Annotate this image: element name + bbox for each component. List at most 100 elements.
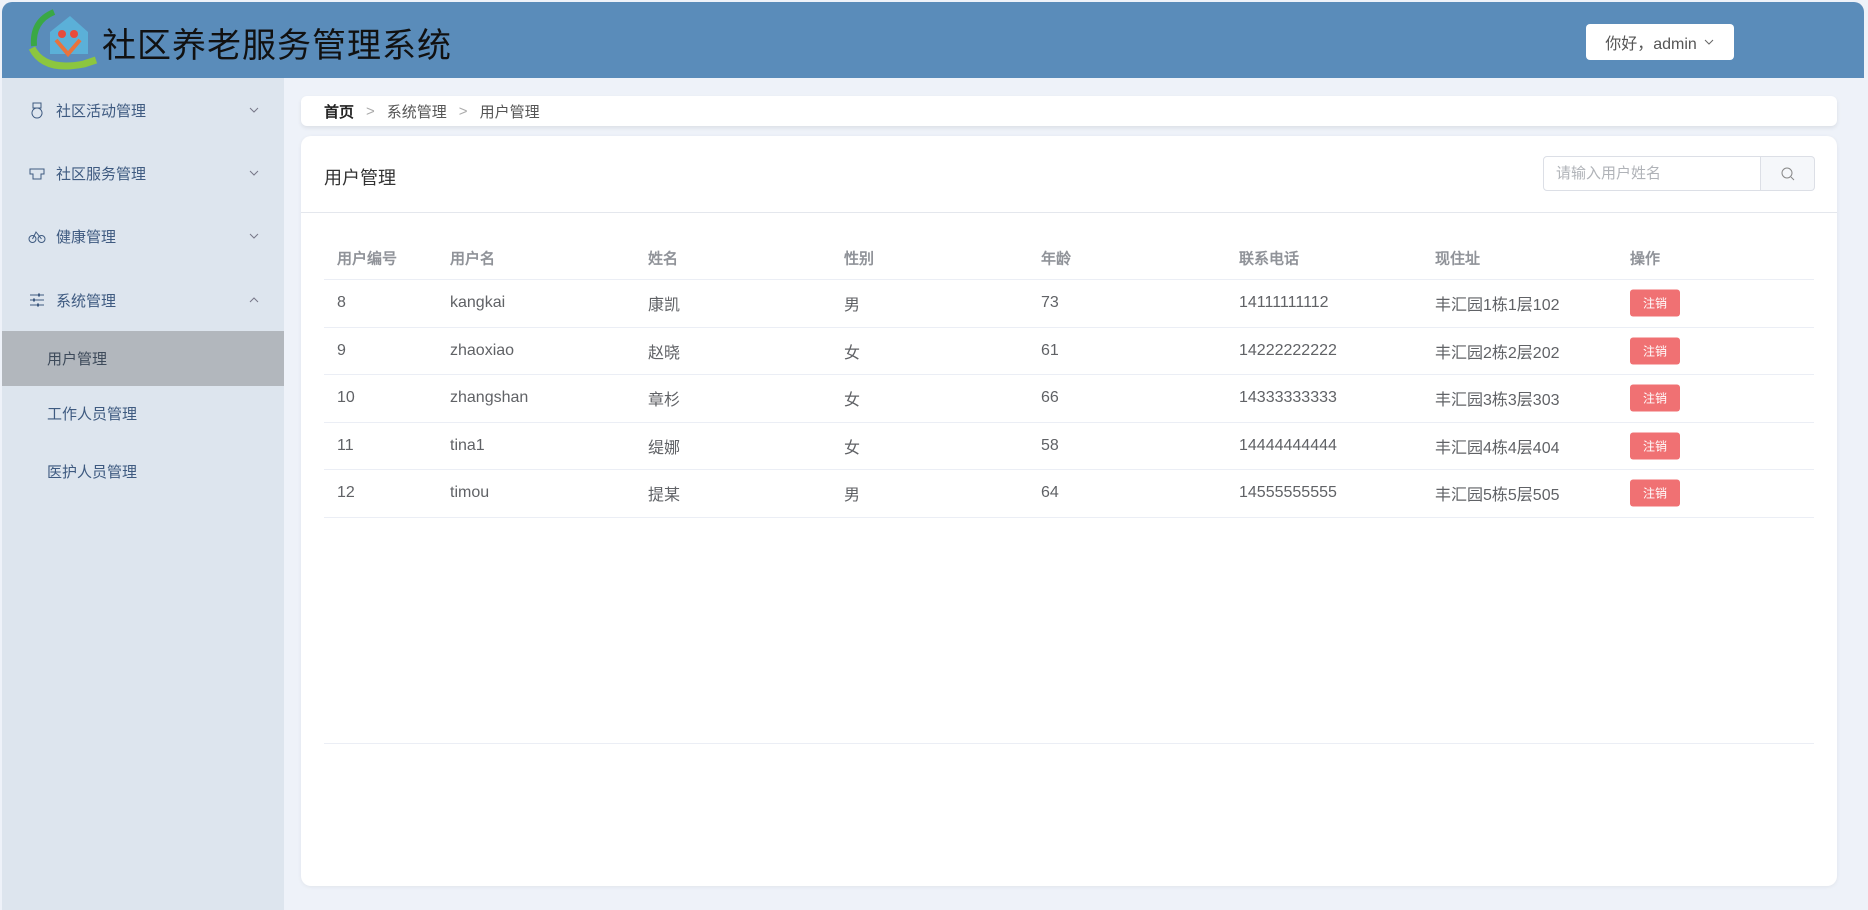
- breadcrumb-home[interactable]: 首页: [324, 103, 355, 121]
- sidebar-item-label: 系统管理: [56, 292, 117, 310]
- sidebar-subitem-staff[interactable]: 工作人员管理: [47, 406, 138, 423]
- search-bar: [1543, 156, 1815, 191]
- sidebar-item-health[interactable]: 健康管理: [2, 211, 284, 261]
- sidebar-item-service[interactable]: 社区服务管理: [2, 148, 284, 198]
- table-cell: 丰汇园4栋4层404: [1435, 439, 1560, 457]
- search-button[interactable]: [1761, 156, 1815, 191]
- table-cell: timou: [450, 484, 490, 502]
- table-cell: zhaoxiao: [450, 341, 515, 359]
- table-cell: 8: [337, 294, 346, 312]
- sidebar-item-label: 社区服务管理: [56, 165, 147, 183]
- breadcrumb-system: 系统管理: [386, 103, 447, 121]
- table-cell: 58: [1041, 436, 1059, 454]
- sidebar-item-activity[interactable]: 社区活动管理: [2, 85, 284, 135]
- table-row: 9 zhaoxiao 赵晓 女 61 14222222222 丰汇园2栋2层202 注销: [324, 328, 1814, 375]
- table-cell: 61: [1041, 341, 1059, 359]
- table-row: 12 timou 提某 男 64 14555555555 丰汇园5栋5层505 注销: [324, 470, 1814, 518]
- deactivate-button[interactable]: 注销: [1630, 289, 1681, 317]
- table-cell: 14222222222: [1239, 341, 1337, 359]
- sidebar-subitem-medical-staff[interactable]: 医护人员管理: [47, 464, 138, 481]
- breadcrumb-separator-icon: >: [458, 102, 468, 120]
- table-cell: 女: [844, 392, 861, 410]
- table-cell-action: 注销: [1630, 432, 1681, 460]
- app-header: 社区养老服务管理系统 你好，admin: [2, 2, 1864, 78]
- logo-icon: [28, 9, 98, 70]
- table-cell: 12: [337, 484, 355, 502]
- table-cell: 女: [844, 344, 861, 362]
- sidebar-subitem-users[interactable]: 用户管理: [2, 331, 284, 386]
- column-header: 用户名: [450, 250, 496, 267]
- table-cell: 14333333333: [1239, 389, 1337, 407]
- chevron-down-icon: [249, 107, 259, 113]
- deactivate-button[interactable]: 注销: [1630, 479, 1681, 507]
- sidebar-item-label: 健康管理: [56, 228, 117, 246]
- chevron-down-icon: [1704, 39, 1714, 45]
- table-cell: 丰汇园2栋2层202: [1435, 344, 1560, 362]
- table-cell: zhangshan: [450, 389, 529, 407]
- table-header-row: 用户编号 用户名 姓名 性别 年龄 联系电话 现住址 操作: [324, 236, 1814, 280]
- table-cell: 14555555555: [1239, 484, 1337, 502]
- column-header: 姓名: [648, 250, 679, 267]
- table-cell: 11: [337, 436, 354, 454]
- table-cell: 提某: [648, 487, 681, 505]
- sidebar-item-label: 社区活动管理: [56, 102, 147, 120]
- table-row: 10 zhangshan 章杉 女 66 14333333333 丰汇园3栋3层303 注销: [324, 375, 1814, 423]
- breadcrumb-current: 用户管理: [479, 103, 540, 121]
- sidebar-item-system[interactable]: 系统管理: [2, 275, 284, 325]
- deactivate-button[interactable]: 注销: [1630, 337, 1681, 365]
- table-cell-action: 注销: [1630, 337, 1681, 365]
- column-header: 操作: [1630, 250, 1661, 267]
- table-cell: 赵晓: [648, 344, 681, 362]
- service-icon: [29, 168, 45, 180]
- sidebar: 社区活动管理 社区服务管理 健康管理 系统管理 用户管理 工作人员管理 医护人员…: [2, 78, 284, 910]
- sliders-icon: [30, 293, 44, 307]
- column-header: 联系电话: [1239, 250, 1300, 267]
- breadcrumb: 首页 > 系统管理 > 用户管理: [301, 96, 1837, 126]
- table-cell: 男: [844, 297, 861, 315]
- breadcrumb-separator-icon: >: [366, 102, 375, 120]
- chevron-down-icon: [249, 233, 259, 239]
- search-icon: [1781, 167, 1794, 180]
- table-cell: 女: [844, 439, 861, 457]
- table-row: 8 kangkai 康凯 男 73 14111111112 丰汇园1栋1层102 注销: [324, 280, 1814, 328]
- table-cell: 丰汇园3栋3层303: [1435, 392, 1560, 410]
- table-cell: 73: [1041, 294, 1059, 312]
- table-cell-action: 注销: [1630, 384, 1681, 412]
- table-cell: kangkai: [450, 294, 506, 312]
- table-cell: 丰汇园1栋1层102: [1435, 297, 1560, 315]
- table-cell: 14444444444: [1239, 436, 1337, 454]
- user-menu-button[interactable]: 你好，admin: [1586, 24, 1734, 60]
- column-header: 现住址: [1435, 250, 1481, 267]
- table-cell: 9: [337, 341, 346, 359]
- user-greeting: 你好，admin: [1605, 36, 1697, 53]
- table-cell-action: 注销: [1630, 479, 1681, 507]
- table-cell: 章杉: [648, 392, 681, 410]
- table-cell: 康凯: [648, 297, 681, 315]
- deactivate-button[interactable]: 注销: [1630, 384, 1681, 412]
- table-cell: tina1: [450, 436, 485, 454]
- search-input[interactable]: [1543, 156, 1761, 191]
- chevron-up-icon: [249, 297, 259, 303]
- table-row: 11 tina1 缇娜 女 58 14444444444 丰汇园4栋4层404 注销: [324, 423, 1814, 470]
- deactivate-button[interactable]: 注销: [1630, 432, 1681, 460]
- column-header: 用户编号: [337, 250, 398, 267]
- table-cell: 10: [337, 389, 355, 407]
- table-cell: 64: [1041, 484, 1059, 502]
- app-title: 社区养老服务管理系统: [102, 27, 452, 65]
- table-cell: 缇娜: [648, 439, 681, 457]
- column-header: 年龄: [1041, 250, 1072, 267]
- user-table: 用户编号 用户名 姓名 性别 年龄 联系电话 现住址 操作 8 kangkai 康凯男 73 14111…: [324, 236, 1814, 518]
- bicycle-icon: [28, 231, 46, 243]
- table-cell: 66: [1041, 389, 1059, 407]
- table-cell-action: 注销: [1630, 289, 1681, 317]
- table-cell: 丰汇园5栋5层505: [1435, 487, 1560, 505]
- column-header: 性别: [844, 250, 875, 267]
- divider: [301, 212, 1837, 213]
- medal-icon: [31, 102, 43, 119]
- page-title: 用户管理: [324, 168, 396, 188]
- chevron-down-icon: [249, 170, 259, 176]
- table-cell: 男: [844, 487, 861, 505]
- table-cell: 14111111112: [1239, 294, 1329, 312]
- table-bottom-divider: [324, 743, 1814, 744]
- user-management-card: 用户管理 用户编号用户名姓名性别年龄联系电话现住址操作8kangkai康凯男73…: [301, 136, 1837, 886]
